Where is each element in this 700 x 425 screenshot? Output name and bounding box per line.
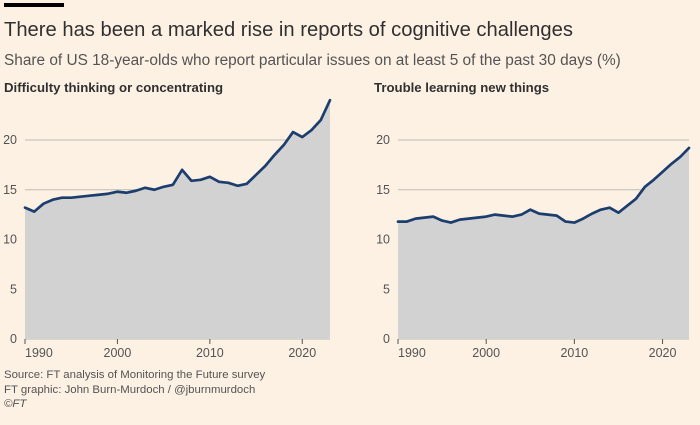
svg-text:1990: 1990: [398, 346, 426, 360]
svg-text:15: 15: [376, 183, 390, 197]
svg-text:2000: 2000: [104, 346, 132, 360]
svg-text:20: 20: [376, 133, 390, 147]
svg-text:2010: 2010: [196, 346, 224, 360]
svg-text:10: 10: [376, 233, 390, 247]
svg-text:20: 20: [3, 133, 17, 147]
svg-text:5: 5: [10, 282, 17, 296]
svg-text:2020: 2020: [288, 346, 316, 360]
svg-text:5: 5: [383, 282, 390, 296]
svg-text:15: 15: [3, 183, 17, 197]
svg-text:2020: 2020: [649, 346, 677, 360]
svg-text:0: 0: [383, 332, 390, 346]
svg-text:1990: 1990: [25, 346, 53, 360]
svg-text:2000: 2000: [472, 346, 500, 360]
svg-text:2010: 2010: [560, 346, 588, 360]
svg-text:10: 10: [3, 233, 17, 247]
svg-text:0: 0: [10, 332, 17, 346]
